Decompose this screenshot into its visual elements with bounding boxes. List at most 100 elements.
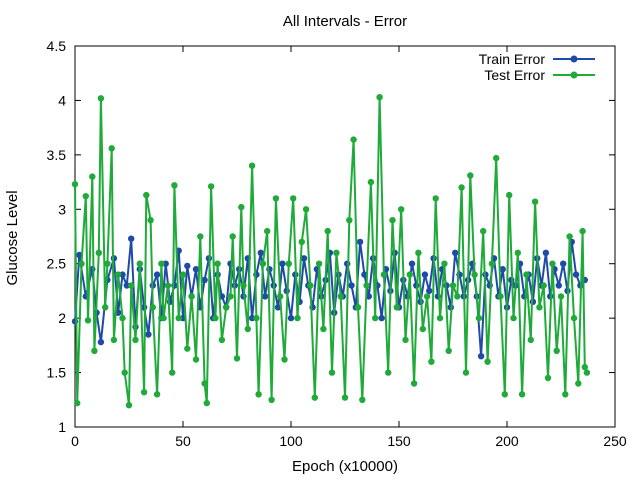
x-tick-label: 50 [175, 433, 191, 449]
data-point-test-error [203, 399, 210, 407]
data-point-test-error [488, 260, 496, 267]
data-point-test-error [531, 198, 539, 205]
data-point-test-error [248, 162, 256, 169]
data-point-train-error [257, 249, 264, 256]
data-point-test-error [188, 293, 195, 300]
legend-label: Test Error [484, 67, 545, 83]
data-point-test-error [285, 260, 292, 267]
data-point-test-error [128, 282, 135, 289]
data-point-test-error [102, 304, 109, 311]
data-point-train-error [348, 282, 355, 289]
data-point-train-error [499, 266, 506, 273]
y-tick-label: 2 [58, 310, 66, 326]
data-point-test-error [341, 394, 349, 401]
data-point-test-error [238, 203, 245, 211]
data-point-test-error [277, 293, 284, 300]
data-point-test-error [523, 271, 530, 278]
data-point-test-error [333, 249, 340, 256]
data-point-train-error [408, 260, 416, 267]
data-point-train-error [128, 235, 135, 242]
data-point-test-error [514, 249, 521, 256]
data-point-test-error [328, 369, 336, 376]
x-tick-label: 150 [387, 433, 411, 449]
data-point-test-error [527, 336, 534, 344]
data-point-test-error [436, 314, 444, 322]
data-point-test-error [553, 347, 560, 354]
data-point-test-error [581, 363, 588, 371]
data-point-test-error [281, 356, 288, 363]
data-point-test-error [229, 233, 236, 240]
data-point-test-error [169, 369, 176, 376]
data-point-test-error [510, 314, 517, 322]
data-point-test-error [121, 369, 128, 376]
data-point-test-error [91, 347, 98, 354]
data-point-test-error [184, 345, 191, 352]
data-point-test-error [175, 314, 182, 322]
data-point-test-error [179, 271, 187, 278]
data-point-test-error [307, 282, 314, 289]
data-point-test-error [544, 374, 552, 382]
data-point-test-error [350, 136, 357, 143]
data-point-test-error [110, 336, 118, 344]
data-point-test-error [423, 293, 431, 300]
data-point-train-error [378, 314, 385, 322]
x-axis-label: Epoch (x10000) [292, 458, 398, 475]
data-point-train-error [477, 353, 485, 360]
data-point-test-error [359, 396, 366, 403]
data-point-test-error [119, 314, 126, 322]
data-point-test-error [454, 293, 461, 300]
data-point-test-error [240, 282, 247, 289]
data-point-test-error [501, 391, 508, 398]
data-point-test-error [380, 271, 388, 278]
data-point-train-error [153, 271, 161, 278]
data-point-test-error [132, 336, 139, 344]
data-point-test-error [389, 217, 396, 224]
data-point-train-error [452, 249, 459, 256]
data-point-test-error [264, 227, 271, 235]
x-tick-label: 0 [71, 433, 79, 449]
data-point-test-error [244, 325, 251, 333]
axis-ticks: 0 50 100 150 200 250 1 1.5 2 2.5 3 3.5 4 4.5 [47, 38, 627, 449]
data-point-test-error [214, 260, 221, 267]
data-point-train-error [274, 304, 282, 311]
series-test-error [71, 94, 591, 409]
data-point-test-error [108, 145, 115, 152]
data-point-test-error [449, 282, 457, 289]
data-point-test-error [95, 249, 103, 256]
data-point-test-error [212, 314, 219, 322]
data-point-test-error [376, 94, 383, 101]
data-point-train-error [426, 287, 433, 295]
data-point-test-error [294, 314, 301, 322]
data-point-test-error [290, 195, 297, 202]
data-point-test-error [557, 293, 565, 300]
y-axis-label: Glucose Level [4, 190, 21, 285]
data-point-test-error [393, 304, 400, 311]
data-point-test-error [415, 249, 422, 256]
data-point-test-error [140, 389, 148, 396]
data-point-test-error [354, 304, 362, 311]
data-point-test-error [192, 356, 200, 363]
data-point-test-error [497, 293, 504, 300]
data-point-test-error [153, 391, 161, 398]
data-point-test-error [506, 191, 513, 199]
data-point-test-error [518, 391, 526, 398]
series-layer [71, 94, 591, 409]
data-point-test-error [493, 154, 500, 162]
data-point-test-error [78, 260, 85, 267]
y-tick-label: 4.5 [47, 38, 67, 54]
data-point-test-error [475, 314, 483, 322]
y-tick-label: 3.5 [47, 147, 67, 163]
data-point-test-error [171, 182, 178, 189]
data-point-test-error [74, 399, 81, 407]
data-point-train-error [145, 331, 152, 338]
data-point-test-error [432, 195, 439, 202]
y-tick-label: 3 [58, 201, 66, 217]
data-point-test-error [549, 260, 556, 267]
data-point-test-error [372, 314, 379, 322]
data-point-test-error [484, 358, 491, 365]
data-point-test-error [223, 304, 230, 311]
x-tick-label: 100 [279, 433, 303, 449]
data-point-test-error [197, 233, 204, 240]
data-point-test-error [227, 293, 234, 300]
data-point-test-error [311, 394, 318, 401]
